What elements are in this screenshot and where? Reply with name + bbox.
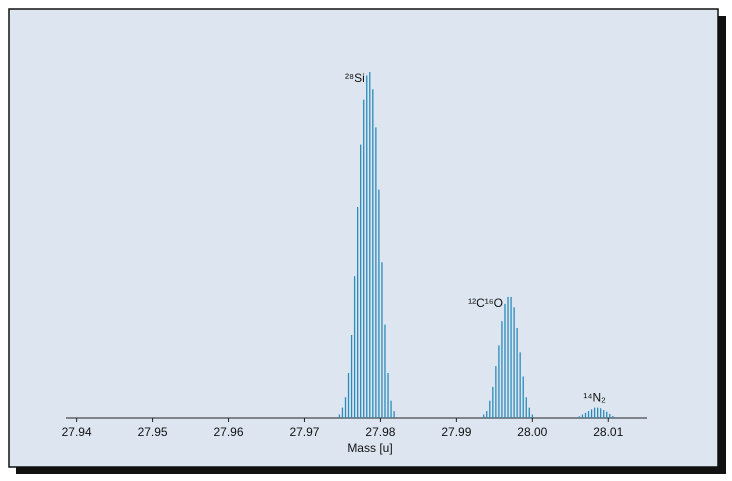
x-tick-label: 27.98 — [365, 425, 395, 439]
peak-label: ²⁸Si — [345, 71, 365, 85]
x-tick-label: 27.95 — [138, 425, 168, 439]
peak-label: ¹⁴N₂ — [583, 391, 606, 405]
x-tick-label: 27.94 — [62, 425, 92, 439]
x-tick-label: 28.01 — [593, 425, 623, 439]
x-tick-label: 27.96 — [214, 425, 244, 439]
x-tick-label: 28.00 — [517, 425, 547, 439]
x-tick-label: 27.97 — [289, 425, 319, 439]
x-axis-label: Mass [u] — [347, 441, 392, 455]
peak-label: ¹²C¹⁶O — [468, 296, 503, 310]
x-tick-label: 27.99 — [441, 425, 471, 439]
